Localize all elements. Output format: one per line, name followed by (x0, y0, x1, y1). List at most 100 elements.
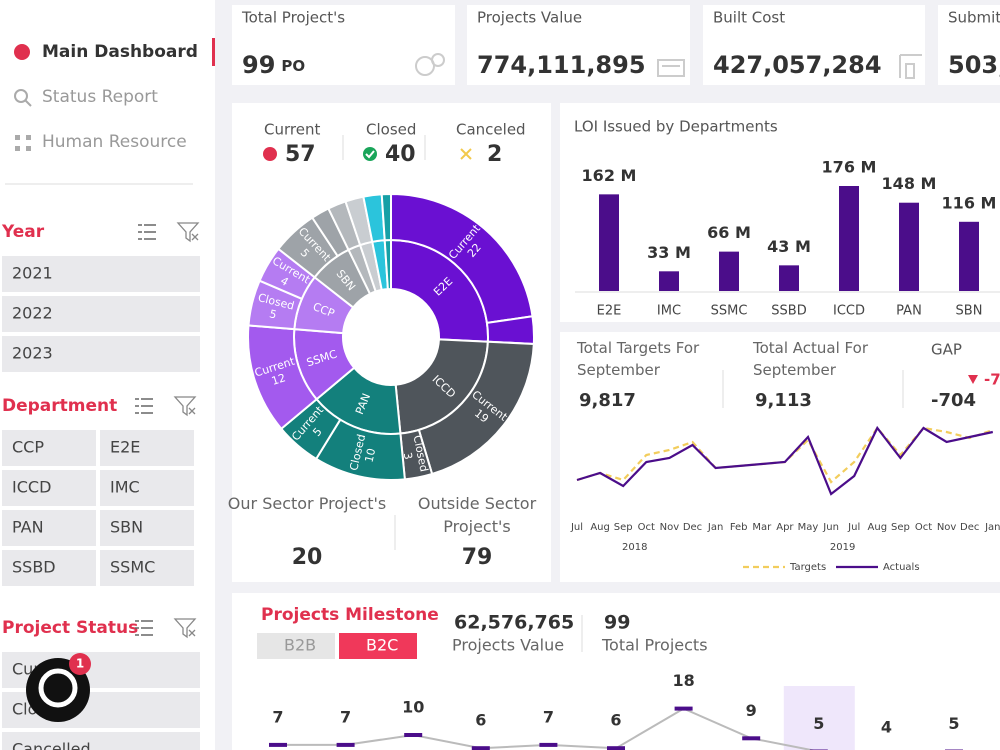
filter-item[interactable] (2, 336, 200, 372)
status-value: 57 (285, 142, 316, 167)
x-tick-label: Apr (776, 522, 794, 533)
nav-icon (24, 99, 32, 107)
filter-item-label[interactable]: 2022 (12, 304, 53, 323)
filter-item[interactable] (2, 296, 200, 332)
filter-title: Department (2, 396, 117, 416)
kpi-number: 427,057,284 (713, 51, 882, 79)
chat-badge-count[interactable]: 1 (76, 657, 84, 671)
kpi-number: 99 (242, 51, 275, 79)
milestone-value: 6 (610, 711, 621, 730)
filter-item-label[interactable]: IMC (110, 478, 140, 497)
clear-filter-icon[interactable] (176, 222, 200, 243)
filter-item[interactable] (100, 470, 194, 506)
kpi-card (703, 5, 925, 85)
filter-item-label[interactable]: PAN (12, 518, 44, 537)
target-label: Total Targets For September (577, 339, 700, 379)
filter-item-label[interactable]: SSMC (110, 558, 155, 577)
filter-item[interactable] (100, 550, 194, 586)
chat-button[interactable] (26, 658, 90, 722)
status-label: Canceled (456, 121, 526, 139)
sunburst-label-line: 5 (268, 307, 278, 321)
milestone-value: 5 (813, 714, 824, 733)
x-tick-label: Nov (937, 522, 957, 533)
active-marker (212, 38, 215, 66)
milestone-value: 7 (340, 707, 351, 726)
filter-item-label[interactable]: Cancelled (12, 740, 91, 750)
milestone-marker (471, 746, 490, 750)
clear-filter-icon[interactable] (173, 396, 197, 417)
filter-item-label[interactable]: 2023 (12, 344, 53, 363)
x-tick-label: Aug (590, 522, 610, 533)
nav-item[interactable]: Main Dashboard (42, 42, 198, 62)
filter-item[interactable] (100, 430, 194, 466)
filter-title: Year (1, 222, 45, 242)
sector-value: 79 (462, 545, 493, 570)
year-label: 2018 (622, 542, 647, 553)
filter-item-label[interactable]: SBN (110, 518, 143, 537)
x-tick-label: Jul (847, 522, 860, 533)
kpi-value: 503, (948, 51, 1000, 79)
milestone-value: 6 (475, 711, 486, 730)
filter-item-label[interactable]: E2E (110, 438, 140, 457)
x-tick-label: SSBD (771, 304, 806, 319)
gap-change: -7 (984, 371, 1000, 389)
milestone-value: 7 (272, 707, 283, 726)
clear-filter-icon[interactable] (173, 618, 197, 639)
filter-item-label[interactable]: 2021 (12, 264, 53, 283)
chat-badge[interactable] (69, 653, 91, 675)
nav-icon (26, 135, 31, 140)
filter-item[interactable] (2, 430, 96, 466)
target-value: 9,113 (755, 390, 812, 411)
sunburst-outer (380, 192, 392, 242)
x-tick-label: E2E (597, 304, 622, 319)
tab-label[interactable]: B2B (284, 636, 316, 655)
stat-value: 99 (604, 612, 630, 634)
filter-item[interactable] (2, 256, 200, 292)
sunburst-label-line: 12 (270, 371, 287, 388)
x-tick-label: Jan (707, 522, 723, 533)
nav-icon (15, 135, 20, 140)
filter-item-label[interactable]: SSBD (12, 558, 56, 577)
tab-label[interactable]: B2C (366, 636, 398, 655)
target-label: Total Actual For September (753, 339, 868, 379)
stat-value: 62,576,765 (454, 612, 574, 634)
bar-value-label: 176 M (822, 158, 877, 177)
x-tick-label: Feb (730, 522, 748, 533)
select-all-icon[interactable] (135, 398, 153, 414)
filter-item[interactable] (100, 510, 194, 546)
chat-icon[interactable] (38, 668, 78, 708)
bar (959, 221, 979, 291)
tab[interactable] (257, 633, 335, 659)
filter-item[interactable] (2, 470, 96, 506)
x-tick-label: Dec (683, 522, 702, 533)
filter-item-label[interactable]: CCP (12, 438, 44, 457)
nav-item[interactable]: Human Resource (42, 132, 187, 152)
filter-item[interactable] (2, 550, 96, 586)
bar-value-label: 148 M (882, 174, 937, 193)
x-tick-label: Oct (915, 522, 932, 533)
kpi-card (467, 5, 690, 85)
status-value: 2 (487, 142, 502, 167)
x-tick-label: May (798, 522, 819, 533)
kpi-value: 99 PO (242, 51, 305, 79)
kpi-icons (415, 53, 922, 79)
kpi-value: 427,057,284 (713, 51, 882, 79)
closed-icon (365, 150, 375, 159)
sunburst-label-line: 10 (362, 447, 378, 464)
filter-item[interactable] (2, 510, 96, 546)
select-all-icon[interactable] (138, 224, 156, 240)
trend-line (576, 425, 994, 496)
filter-item-label[interactable]: ICCD (12, 478, 51, 497)
milestone-value: 10 (402, 698, 424, 717)
tab[interactable] (339, 633, 417, 659)
select-all-icon[interactable] (135, 620, 153, 636)
milestone-marker (742, 736, 761, 741)
kpi-value: 774,111,895 (477, 51, 646, 79)
nav-item[interactable]: Status Report (42, 87, 158, 107)
kpi-label: Submit (948, 9, 1000, 27)
bar (599, 194, 619, 291)
kpi-number: 774,111,895 (477, 51, 646, 79)
milestone-marker (269, 742, 287, 747)
filter-item[interactable] (2, 732, 200, 750)
